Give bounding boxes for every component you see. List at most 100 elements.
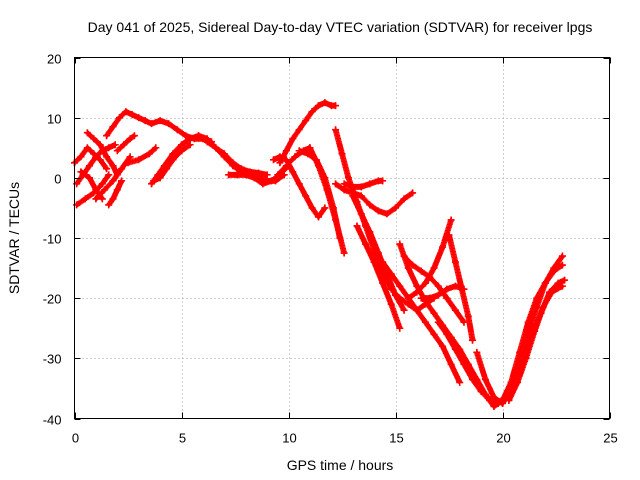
series-arc-25 [379, 258, 464, 386]
data-point [98, 195, 106, 203]
data-point [105, 144, 113, 152]
y-tick-label: 10 [47, 112, 61, 127]
data-point [524, 318, 532, 326]
series-arc-31 [445, 231, 477, 344]
series-arc-24 [353, 222, 404, 332]
data-point [92, 153, 100, 161]
data-point [434, 291, 442, 299]
data-point [340, 180, 348, 188]
series-arc-16 [270, 153, 329, 221]
data-point [349, 192, 357, 200]
data-point [413, 282, 421, 290]
data-point [77, 153, 85, 161]
data-point [130, 132, 138, 140]
data-point [182, 132, 190, 140]
data-point [404, 264, 412, 272]
data-point [340, 186, 348, 194]
series-arc-27 [400, 252, 468, 326]
series-arc-06 [92, 153, 134, 203]
data-point [357, 210, 365, 218]
data-point [122, 108, 130, 116]
data-point [387, 270, 395, 278]
y-tick-label: -20 [43, 292, 62, 307]
data-point [400, 306, 408, 314]
data-point [396, 324, 404, 332]
data-point [83, 129, 91, 137]
data-point [156, 117, 164, 125]
data-point [263, 171, 271, 179]
data-point [392, 291, 399, 299]
data-point [92, 186, 100, 194]
data-point [344, 174, 352, 182]
data-point [85, 174, 93, 182]
data-point [550, 267, 558, 275]
data-point [267, 177, 275, 185]
data-point [314, 213, 322, 221]
data-point [430, 264, 438, 272]
data-point [379, 279, 387, 287]
data-point [473, 348, 481, 356]
series-arc-15 [276, 99, 340, 167]
data-point [225, 171, 233, 179]
data-point [282, 147, 290, 155]
data-point [295, 126, 303, 134]
data-point [396, 282, 404, 290]
data-point [173, 126, 181, 134]
data-point [439, 243, 447, 251]
data-point [135, 156, 143, 164]
series-arc-33 [481, 261, 566, 410]
data-point [276, 159, 284, 167]
data-point [409, 189, 417, 197]
data-point [100, 186, 108, 194]
data-point [558, 252, 566, 260]
data-point [289, 168, 297, 176]
series-markers [84, 129, 121, 178]
data-point [332, 216, 340, 224]
data-point [469, 375, 477, 383]
data-point [195, 132, 203, 140]
data-point [135, 114, 143, 122]
data-point [103, 165, 111, 173]
data-point [379, 258, 387, 266]
data-point [541, 279, 549, 287]
data-point [434, 282, 442, 290]
data-point [282, 162, 290, 170]
series-arc-03 [83, 129, 121, 179]
data-point [439, 342, 447, 350]
data-point [558, 261, 566, 269]
axis-ticks: 0 5 10 15 20 25 -40 -30 -20 -10 0 10 20 [43, 52, 618, 446]
data-point [302, 117, 310, 125]
series-arc-08 [103, 108, 215, 146]
data-point [417, 267, 425, 275]
data-point [145, 150, 153, 158]
data-point [120, 141, 128, 149]
data-point [400, 195, 408, 203]
data-point [370, 258, 378, 266]
data-point [314, 102, 322, 110]
data-point [469, 336, 477, 344]
data-point [302, 192, 310, 200]
data-point [434, 318, 442, 326]
data-point [458, 285, 466, 293]
x-tick-label: 5 [179, 431, 186, 446]
data-point [276, 153, 284, 161]
data-point [103, 132, 111, 140]
series-arc-22 [340, 177, 387, 191]
series-markers [379, 259, 463, 386]
data-point [83, 144, 91, 152]
data-point [98, 180, 106, 188]
data-point [445, 231, 453, 239]
data-point [229, 162, 237, 170]
data-point [85, 162, 93, 170]
data-point [400, 252, 408, 260]
data-point [152, 144, 160, 152]
data-point [186, 135, 194, 143]
data-point [353, 222, 361, 230]
data-point [396, 240, 404, 248]
data-point [126, 135, 134, 143]
data-point [259, 180, 267, 188]
data-point [349, 183, 357, 191]
x-tick-label: 15 [389, 431, 403, 446]
data-point [533, 294, 541, 302]
data-point [242, 171, 250, 179]
